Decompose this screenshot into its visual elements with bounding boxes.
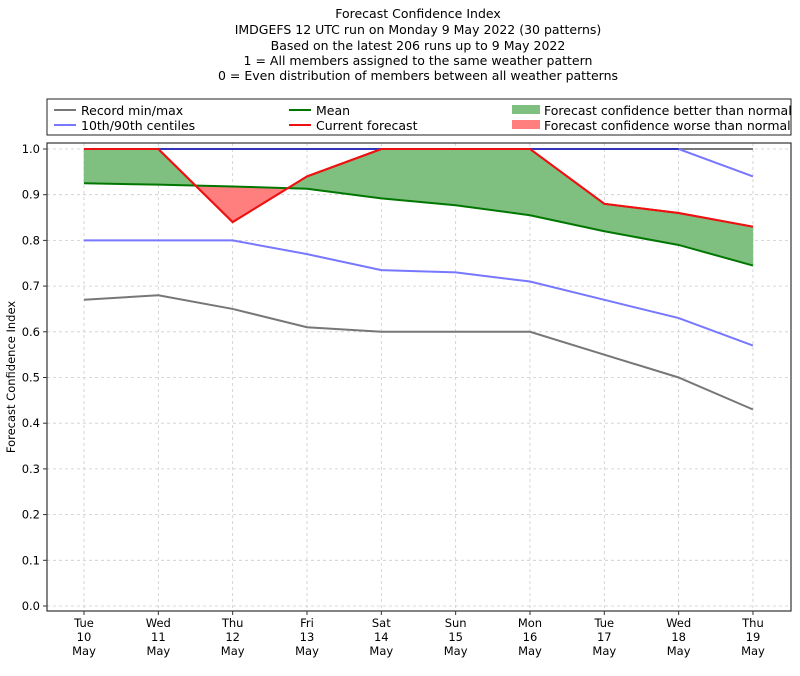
x-tick-label: 18	[671, 630, 686, 644]
legend-label-mean: Mean	[316, 103, 350, 118]
better-than-normal-fill	[455, 148, 531, 216]
chart-subtitle-zero-meaning: 0 = Even distribution of members between…	[218, 68, 618, 83]
legend-label-record: Record min/max	[81, 103, 183, 118]
x-tick-label: 11	[151, 630, 166, 644]
x-tick-label: 16	[523, 630, 538, 644]
x-tick-label: 15	[448, 630, 463, 644]
better-than-normal-fill	[381, 148, 456, 206]
x-tick-label: Sat	[372, 616, 391, 630]
y-tick-label: 0.0	[22, 599, 40, 613]
x-tick-label: May	[592, 644, 616, 658]
y-tick-label: 0.8	[22, 233, 40, 247]
chart-title-block: Forecast Confidence Index IMDGEFS 12 UTC…	[218, 6, 618, 83]
series-lines	[83, 148, 754, 411]
legend-frame	[46, 98, 792, 136]
x-tick-label: Mon	[518, 616, 542, 630]
10th-centile-line	[84, 239, 754, 347]
x-tick-label: Thu	[221, 616, 244, 630]
y-tick-label: 0.6	[22, 325, 40, 339]
x-tick-label: May	[369, 644, 393, 658]
legend-swatch-better	[512, 105, 540, 114]
record-min-line	[83, 294, 754, 411]
x-tick-label: Thu	[741, 616, 764, 630]
y-tick-label: 0.7	[22, 279, 40, 293]
x-tick-label: May	[221, 644, 245, 658]
x-tick-label: Wed	[666, 616, 691, 630]
legend: Record min/max 10th/90th centiles Mean C…	[46, 98, 792, 136]
better-than-normal-fill	[83, 148, 159, 185]
confidence-fills	[83, 148, 754, 266]
current-forecast-line-top	[84, 148, 754, 228]
y-tick-label: 0.3	[22, 462, 40, 476]
x-tick-label: 13	[300, 630, 315, 644]
y-tick-label: 1.0	[22, 142, 40, 156]
x-tick-label: May	[518, 644, 542, 658]
better-than-normal-fill	[678, 212, 754, 266]
chart-subtitle-run: IMDGEFS 12 UTC run on Monday 9 May 2022 …	[235, 22, 602, 37]
x-tick-label: 17	[597, 630, 612, 644]
x-tick-label: May	[667, 644, 691, 658]
y-tick-label: 0.4	[22, 416, 40, 430]
legend-swatch-worse	[512, 120, 540, 129]
x-tick-label: May	[741, 644, 765, 658]
x-tick-label: May	[72, 644, 96, 658]
y-tick-label: 0.1	[22, 553, 40, 567]
x-tick-label: 10	[77, 630, 92, 644]
y-tick-label: 0.5	[22, 371, 40, 385]
x-axis: Tue10MayWed11MayThu12MayFri13MaySat14May…	[72, 611, 765, 658]
better-than-normal-fill	[529, 148, 605, 232]
x-tick-label: Wed	[146, 616, 171, 630]
legend-label-centiles: 10th/90th centiles	[81, 118, 195, 133]
x-tick-label: May	[295, 644, 319, 658]
x-tick-label: 14	[374, 630, 389, 644]
x-tick-label: 19	[746, 630, 761, 644]
x-tick-label: May	[146, 644, 170, 658]
y-axis: 0.0 0.1 0.2 0.3 0.4 0.5 0.6 0.7 0.8 0.9 1.0	[22, 142, 47, 613]
chart-subtitle-based-on: Based on the latest 206 runs up to 9 May…	[271, 38, 566, 53]
legend-label-better: Forecast confidence better than normal	[544, 103, 792, 118]
x-tick-label: Tue	[593, 616, 614, 630]
y-tick-label: 0.9	[22, 188, 40, 202]
x-tick-label: 12	[225, 630, 240, 644]
legend-label-current: Current forecast	[316, 118, 418, 133]
x-tick-label: May	[444, 644, 468, 658]
y-axis-label: Forecast Confidence Index	[4, 301, 18, 453]
chart-subtitle-one-meaning: 1 = All members assigned to the same wea…	[244, 53, 593, 68]
x-tick-label: Fri	[300, 616, 314, 630]
legend-label-worse: Forecast confidence worse than normal	[544, 118, 791, 133]
y-tick-label: 0.2	[22, 508, 40, 522]
x-tick-label: Sun	[445, 616, 467, 630]
chart-title: Forecast Confidence Index	[335, 6, 501, 21]
x-tick-label: Tue	[73, 616, 94, 630]
